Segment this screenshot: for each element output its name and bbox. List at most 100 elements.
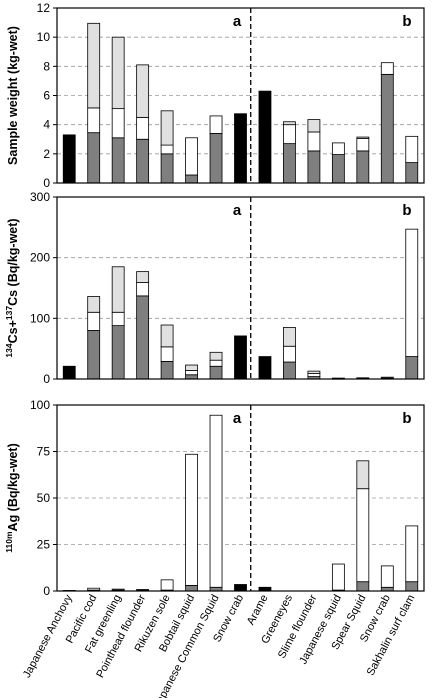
bar-segment xyxy=(112,326,124,379)
bar-segment xyxy=(357,582,369,591)
bar-segment xyxy=(210,415,222,587)
bar-segment xyxy=(357,378,369,379)
chart-panel-1: 0 2 4 6 8 10 12 a b Sample weight (kg-wet) xyxy=(6,1,424,190)
bar-segment xyxy=(283,125,295,144)
bar-segment xyxy=(357,489,369,582)
bar-segment xyxy=(137,590,149,591)
bar-segment xyxy=(161,111,173,145)
bar-segment xyxy=(381,377,393,378)
bar-segment xyxy=(88,133,100,183)
bar-segment xyxy=(161,154,173,183)
bar-segment xyxy=(406,526,418,582)
y-tick-label: 0 xyxy=(43,584,50,598)
y-tick-label: 12 xyxy=(37,1,51,15)
bar-segment xyxy=(235,114,247,183)
chart-panel-3: 0 25 50 75 100 a b 110mAg (Bq/kg-wet) xyxy=(4,398,424,598)
panel-label-a: a xyxy=(233,410,242,427)
bar-segment xyxy=(161,361,173,379)
bar-segment xyxy=(406,357,418,379)
bar-segment xyxy=(112,267,124,313)
bar-segment xyxy=(259,357,271,379)
bar-segment xyxy=(357,461,369,489)
bar-segment xyxy=(210,366,222,379)
bar-segment xyxy=(381,63,393,75)
bar-segment xyxy=(381,74,393,183)
bar-segment xyxy=(259,91,271,183)
bar-segment xyxy=(186,371,198,375)
bar-segment xyxy=(332,143,344,155)
bar-segment xyxy=(137,139,149,183)
bar-segment xyxy=(137,272,149,283)
bar-segment xyxy=(88,312,100,330)
y-tick-label: 0 xyxy=(43,176,50,190)
bar-segment xyxy=(406,229,418,356)
x-category-label: Arame xyxy=(245,593,271,627)
y-tick-label: 6 xyxy=(43,89,50,103)
bar-segment xyxy=(235,584,247,591)
y-tick-label: 50 xyxy=(37,491,51,505)
y-axis-label: 134Cs+137Cs (Bq/kg-wet) xyxy=(4,218,20,357)
y-tick-label: 75 xyxy=(37,445,51,459)
bar-segment xyxy=(186,138,198,175)
y-tick-label: 8 xyxy=(43,59,50,73)
panel-label-a: a xyxy=(233,202,242,219)
bar-segment xyxy=(332,564,344,590)
bar-segment xyxy=(112,37,124,108)
y-tick-label: 300 xyxy=(30,190,50,204)
bar-segment xyxy=(308,132,320,151)
bar-segment xyxy=(137,117,149,139)
panel-label-b: b xyxy=(402,13,411,30)
y-tick-label: 200 xyxy=(30,251,50,265)
y-tick-label: 2 xyxy=(43,147,50,161)
bar-segment xyxy=(283,122,295,125)
y-tick-label: 4 xyxy=(43,118,50,132)
bar-segment xyxy=(406,163,418,183)
bar-segment xyxy=(161,325,173,347)
bar-segment xyxy=(186,365,198,370)
bar-segment xyxy=(308,371,320,373)
bar-segment xyxy=(186,454,198,585)
bar-segment xyxy=(283,327,295,346)
y-tick-label: 100 xyxy=(30,311,50,325)
bar-segment xyxy=(210,133,222,183)
bar-segment xyxy=(186,175,198,183)
bar-segment xyxy=(88,296,100,312)
bar-segment xyxy=(308,120,320,132)
bar-segment xyxy=(283,144,295,183)
bar-segment xyxy=(88,108,100,133)
y-axis-label: Sample weight (kg-wet) xyxy=(6,26,20,165)
bar-segment xyxy=(137,65,149,118)
bar-segment xyxy=(381,566,393,587)
bar-segment xyxy=(137,283,149,296)
bar-segment xyxy=(88,23,100,108)
bar-segment xyxy=(88,330,100,379)
y-tick-label: 25 xyxy=(37,538,51,552)
bar-segment xyxy=(210,360,222,366)
bar-segment xyxy=(406,582,418,591)
bar-segment xyxy=(332,155,344,183)
bar-segment xyxy=(112,109,124,138)
chart-panel-2: 0100200300a b134Cs+137Cs (Bq/kg-wet) xyxy=(4,190,424,386)
bar-segment xyxy=(63,366,75,379)
bar-segment xyxy=(161,580,173,590)
bar-segment xyxy=(406,136,418,162)
bar-segment xyxy=(161,145,173,154)
panel-label-a: a xyxy=(233,13,242,30)
bar-segment xyxy=(357,151,369,183)
bar-segment xyxy=(308,151,320,183)
y-axis-label: 110mAg (Bq/kg-wet) xyxy=(4,443,20,552)
bar-segment xyxy=(210,116,222,133)
bar-segment xyxy=(308,374,320,377)
bar-segment xyxy=(357,137,369,138)
y-tick-label: 10 xyxy=(37,30,51,44)
bar-segment xyxy=(283,346,295,362)
bar-segment xyxy=(88,588,100,590)
bar-segment xyxy=(186,585,198,591)
bar-segment xyxy=(112,589,124,590)
bar-segment xyxy=(137,296,149,379)
panel-label-b: b xyxy=(402,202,411,219)
panel-label-b: b xyxy=(402,410,411,427)
bar-segment xyxy=(63,135,75,183)
bar-segment xyxy=(283,362,295,379)
